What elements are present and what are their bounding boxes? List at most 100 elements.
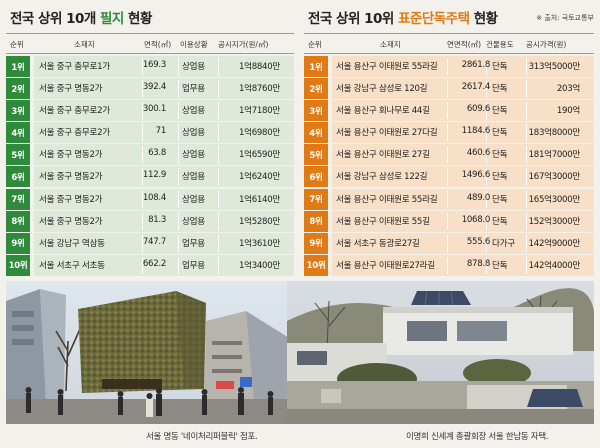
column-divider [218, 212, 219, 230]
header-usage: 건물용도 [486, 40, 514, 49]
column-divider [142, 124, 143, 142]
cell-price: 1억8840만 [238, 62, 280, 72]
column-divider [218, 80, 219, 98]
cell-area: 169.3 [142, 60, 166, 70]
row-background [34, 210, 294, 232]
rank-badge: 9위 [6, 232, 30, 254]
row-background [34, 166, 294, 188]
column-divider [218, 58, 219, 75]
column-divider [486, 124, 487, 142]
row-background [332, 56, 594, 77]
cell-usage: 단독 [492, 150, 508, 161]
table-row: 6위 서울 강남구 삼성로 122길 1496.6 단독 167억3000만 [304, 166, 594, 188]
header-rank: 순위 [308, 40, 322, 49]
cell-price: 142억4000만 [528, 260, 581, 271]
land-table-header: 순위 소재지 면적(㎡) 이용상황 공시지가(원/㎡) [6, 33, 294, 54]
column-divider [526, 212, 527, 230]
cell-price: 1억6140만 [238, 194, 280, 205]
cell-usage: 상업용 [182, 62, 205, 72]
column-divider [142, 234, 143, 252]
cell-location: 서울 중구 충무로2가 [39, 128, 110, 139]
column-divider [486, 102, 487, 120]
cell-price: 1억5280만 [238, 216, 280, 227]
column-divider [486, 256, 487, 274]
column-divider [486, 146, 487, 164]
table-row: 4위 서울 중구 충무로2가 71 상업용 1억6980만 [6, 122, 294, 144]
row-background [332, 78, 594, 100]
column-divider [142, 212, 143, 230]
rank-badge: 6위 [6, 166, 30, 188]
cell-location: 서울 용산구 이태원로 55길 [336, 216, 430, 227]
rank-badge: 8위 [304, 210, 328, 232]
header-price: 공시지가(원/㎡) [218, 40, 269, 49]
row-background [34, 56, 294, 77]
land-title-highlight: 필지 [100, 11, 124, 27]
cell-price: 313억5000만 [528, 62, 581, 72]
row-background [34, 78, 294, 100]
table-row: 7위 서울 중구 명동2가 108.4 상업용 1억6140만 [6, 188, 294, 210]
column-divider [178, 58, 179, 75]
column-divider [447, 146, 448, 164]
column-divider [142, 58, 143, 75]
rank-badge: 4위 [6, 122, 30, 144]
column-divider [526, 234, 527, 252]
cell-location: 서울 중구 충무로1가 [39, 62, 110, 72]
column-divider [486, 234, 487, 252]
header-area: 연면적(㎡) [447, 40, 482, 49]
table-row: 1위 서울 중구 충무로1가 169.3 상업용 1억8840만 [6, 56, 294, 77]
cell-usage: 상업용 [182, 216, 205, 227]
rank-badge: 5위 [6, 144, 30, 166]
column-divider [526, 102, 527, 120]
cell-price: 165억3000만 [528, 194, 581, 205]
source-note: ※ 출처: 국토교통부 [536, 14, 594, 22]
rank-badge: 1위 [304, 56, 328, 77]
column-divider [447, 234, 448, 252]
header-area: 면적(㎡) [144, 40, 172, 49]
house-table-body: 1위 서울 용산구 이태원로 55라길 2861.8 단독 313억5000만 2위 서울 … [304, 56, 594, 277]
cell-usage: 단독 [492, 84, 508, 95]
rank-badge: 7위 [6, 188, 30, 210]
header-price: 공시가격(원) [526, 40, 567, 49]
cell-location: 서울 용산구 이태원로 27길 [336, 150, 430, 161]
cell-location: 서울 중구 명동2가 [39, 172, 103, 183]
cell-location: 서울 서초구 서초동 [39, 260, 105, 271]
column-divider [142, 146, 143, 164]
row-background [34, 232, 294, 254]
table-row: 10위 서울 서초구 서초동 662.2 업무용 1억3400만 [6, 254, 294, 276]
cell-price: 1억6980만 [238, 128, 280, 139]
cell-area: 81.3 [148, 214, 166, 225]
column-divider [218, 102, 219, 120]
cell-usage: 단독 [492, 128, 508, 139]
cell-price: 181억7000만 [528, 150, 581, 161]
cell-usage: 상업용 [182, 172, 205, 183]
column-divider [447, 168, 448, 186]
rank-badge: 10위 [6, 254, 30, 276]
table-row: 8위 서울 중구 명동2가 81.3 상업용 1억5280만 [6, 210, 294, 232]
cell-usage: 다가구 [492, 238, 515, 249]
cell-area: 63.8 [148, 148, 166, 159]
cell-area: 112.9 [142, 170, 166, 181]
column-divider [447, 124, 448, 142]
rank-badge: 8위 [6, 210, 30, 232]
column-divider [178, 124, 179, 142]
column-divider [178, 212, 179, 230]
column-divider [178, 234, 179, 252]
cell-usage: 단독 [492, 172, 508, 183]
cell-area: 609.6 [466, 104, 490, 115]
row-background [332, 122, 594, 144]
cell-area: 300.1 [142, 104, 166, 115]
column-divider [178, 190, 179, 208]
table-row: 1위 서울 용산구 이태원로 55라길 2861.8 단독 313억5000만 [304, 56, 594, 77]
cell-usage: 상업용 [182, 128, 205, 139]
house-photo-caption: 이명희 신세계 총괄회장 서울 한남동 자택. [406, 432, 549, 442]
column-divider [178, 80, 179, 98]
cell-price: 1억3400만 [238, 260, 280, 271]
column-divider [142, 256, 143, 274]
cell-location: 서울 용산구 이태원로27라길 [336, 260, 435, 271]
table-row: 10위 서울 용산구 이태원로27라길 878.8 단독 142억4000만 [304, 254, 594, 276]
cell-location: 서울 용산구 회나무로 44길 [336, 106, 430, 117]
cell-price: 1억3610만 [238, 238, 280, 249]
house-panel-title: 전국 상위 10위 표준단독주택 현황 [308, 7, 498, 27]
header-location: 소재지 [74, 40, 95, 49]
column-divider [526, 146, 527, 164]
